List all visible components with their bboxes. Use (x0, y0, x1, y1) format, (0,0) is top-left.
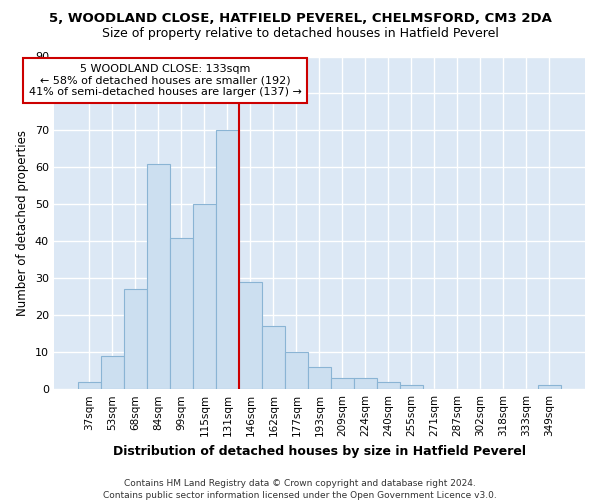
Bar (331, 378, 354, 389)
Bar (239, 282, 262, 389)
Bar (285, 352, 308, 389)
Text: 5, WOODLAND CLOSE, HATFIELD PEVEREL, CHELMSFORD, CM3 2DA: 5, WOODLAND CLOSE, HATFIELD PEVEREL, CHE… (49, 12, 551, 26)
Bar (262, 326, 285, 389)
Bar (538, 386, 561, 389)
Bar (377, 382, 400, 389)
Text: Contains HM Land Registry data © Crown copyright and database right 2024.: Contains HM Land Registry data © Crown c… (124, 480, 476, 488)
Text: Size of property relative to detached houses in Hatfield Peverel: Size of property relative to detached ho… (101, 28, 499, 40)
Y-axis label: Number of detached properties: Number of detached properties (16, 130, 29, 316)
Bar (193, 204, 216, 389)
Text: 5 WOODLAND CLOSE: 133sqm
← 58% of detached houses are smaller (192)
41% of semi-: 5 WOODLAND CLOSE: 133sqm ← 58% of detach… (29, 64, 302, 97)
Bar (216, 130, 239, 389)
Bar (400, 386, 423, 389)
Text: Contains public sector information licensed under the Open Government Licence v3: Contains public sector information licen… (103, 490, 497, 500)
Bar (101, 356, 124, 389)
X-axis label: Distribution of detached houses by size in Hatfield Peverel: Distribution of detached houses by size … (113, 444, 526, 458)
Bar (308, 367, 331, 389)
Bar (354, 378, 377, 389)
Bar (78, 382, 101, 389)
Bar (147, 164, 170, 389)
Bar (170, 238, 193, 389)
Bar (124, 290, 147, 389)
